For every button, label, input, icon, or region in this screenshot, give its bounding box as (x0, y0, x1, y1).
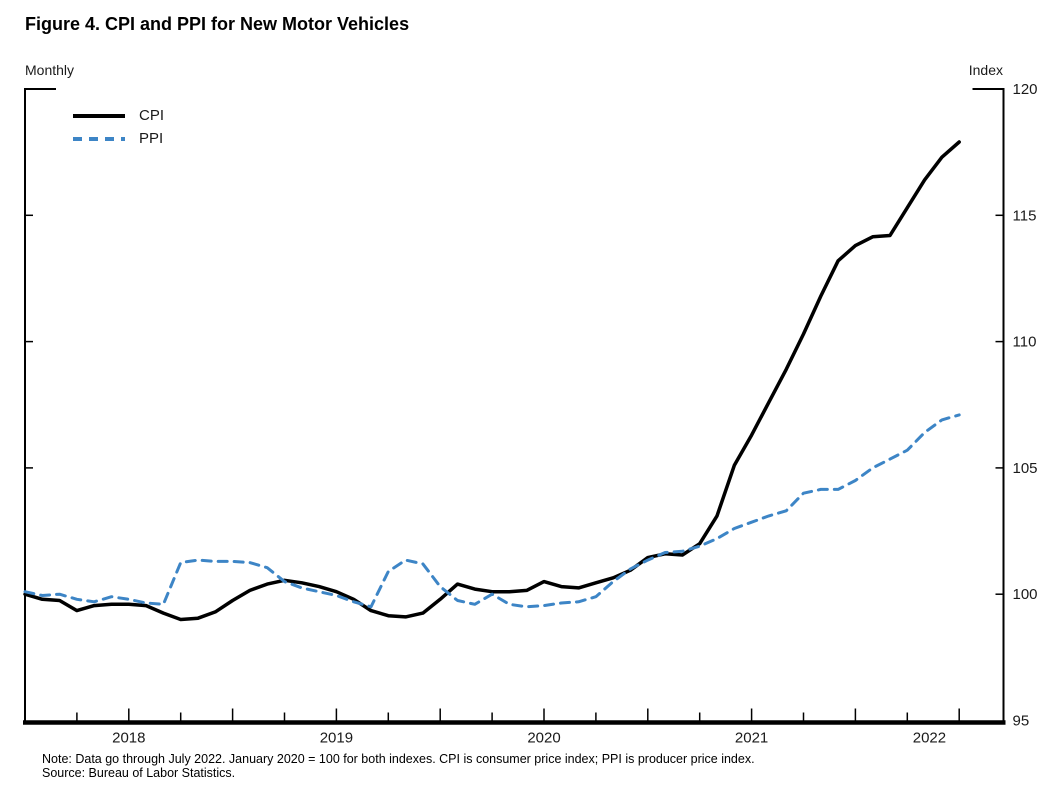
frequency-label: Monthly (25, 62, 75, 78)
svg-text:2020: 2020 (527, 730, 560, 747)
legend: CPI PPI (73, 104, 164, 150)
svg-text:120: 120 (1013, 81, 1038, 98)
ppi-line-swatch (73, 136, 125, 141)
svg-text:105: 105 (1013, 460, 1038, 477)
legend-label-cpi: CPI (139, 107, 165, 124)
legend-item-cpi: CPI (73, 104, 164, 127)
legend-label-ppi: PPI (139, 130, 164, 147)
svg-text:100: 100 (1013, 586, 1038, 603)
footnotes: Note: Data go through July 2022. January… (42, 752, 755, 780)
note-text: Note: Data go through July 2022. January… (42, 752, 755, 766)
svg-text:2021: 2021 (735, 730, 768, 747)
svg-text:2018: 2018 (112, 730, 145, 747)
svg-text:2019: 2019 (320, 730, 353, 747)
svg-text:110: 110 (1013, 334, 1037, 351)
legend-item-ppi: PPI (73, 127, 164, 150)
figure-title: Figure 4. CPI and PPI for New Motor Vehi… (25, 14, 410, 34)
index-axis-unit-label: Index (968, 62, 1003, 78)
source-text: Source: Bureau of Labor Statistics. (42, 765, 236, 780)
svg-text:115: 115 (1013, 207, 1037, 224)
svg-text:95: 95 (1013, 713, 1030, 730)
line-chart-svg: 2018 2019 2020 2021 2022 120 115 110 105 100 95 (23, 81, 1038, 747)
svg-text:2022: 2022 (913, 730, 946, 747)
cpi-line-swatch (73, 113, 125, 118)
